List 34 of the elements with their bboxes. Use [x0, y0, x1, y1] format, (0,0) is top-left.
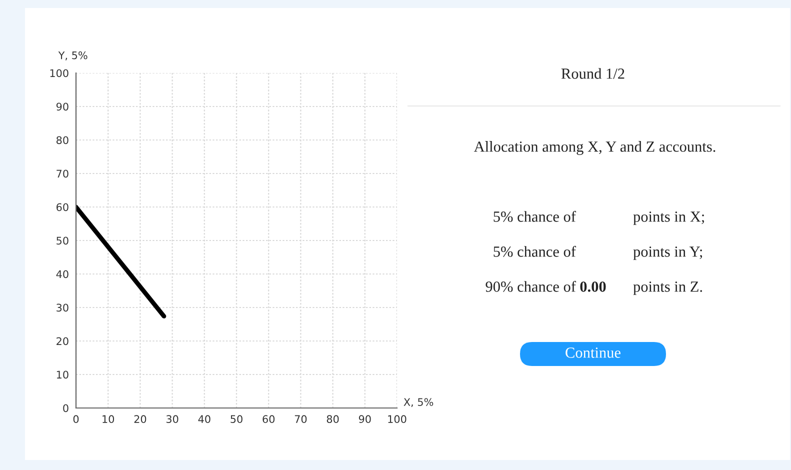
x-tick-label: 90 [358, 415, 371, 424]
y-tick-label: 0 [63, 404, 68, 412]
text: points in Y; [633, 246, 702, 260]
text: points in Z. [633, 282, 702, 295]
y-tick-label: 10 [56, 370, 68, 379]
y-tick-label: 80 [56, 136, 68, 144]
x-tick-label: 10 [102, 415, 114, 424]
text: Continue [566, 348, 620, 358]
y-tick-label: 100 [50, 69, 68, 78]
x-tick-label: 0 [73, 415, 79, 424]
text: 0.00 [580, 282, 606, 292]
text: Allocation among X, Y and Z accounts. [474, 141, 716, 155]
x-axis-title: X, 5% [404, 398, 434, 408]
text: 5% chance of [494, 246, 576, 257]
text: 5% chance of [494, 210, 576, 222]
y-tick-label: 60 [56, 203, 68, 212]
y-tick-label: 20 [56, 337, 68, 346]
x-tick-label: 50 [230, 415, 242, 424]
text: 90% chance of [486, 280, 576, 292]
x-tick-label: 80 [326, 415, 339, 424]
y-tick-label: 70 [56, 170, 68, 178]
x-tick-label: 30 [166, 415, 178, 424]
x-tick-label: 100 [388, 415, 406, 424]
x-tick-label: 40 [198, 415, 210, 424]
text: points in X; [633, 212, 704, 225]
x-tick-label: 60 [262, 415, 275, 424]
y-tick-label: 50 [56, 236, 68, 245]
x-tick-label: 70 [294, 415, 307, 424]
y-tick-label: 30 [56, 304, 68, 312]
y-tick-label: 90 [56, 102, 68, 111]
x-tick-label: 20 [134, 415, 146, 424]
text: Round 1/2 [561, 68, 624, 79]
y-tick-label: 40 [56, 270, 68, 278]
y-axis-title: Y, 5% [58, 51, 88, 60]
